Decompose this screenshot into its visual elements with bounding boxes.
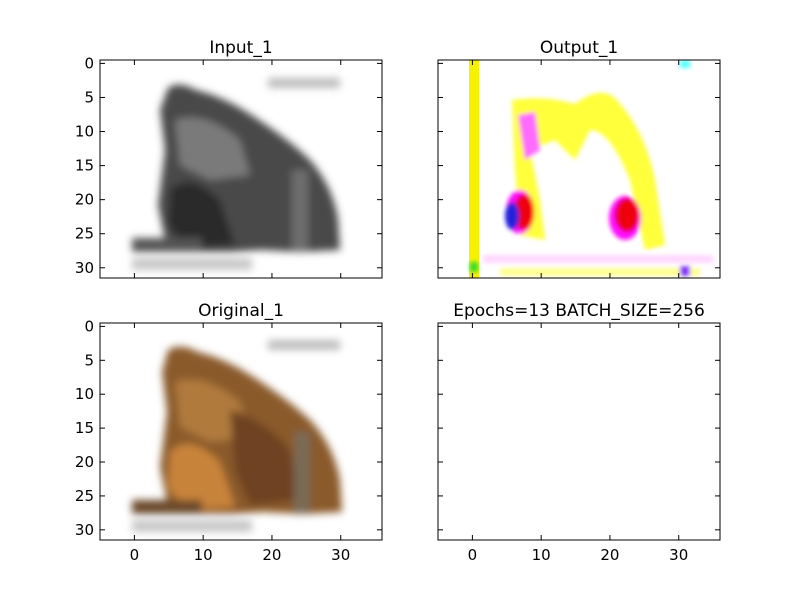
y-tick-label: 30: [75, 259, 94, 277]
panel-title: Epochs=13 BATCH_SIZE=256: [453, 301, 705, 321]
axes-1: [437, 59, 721, 279]
panel-output: Output_1: [438, 38, 720, 278]
axes-0: 0 5 10 15 20 25 30: [75, 54, 383, 279]
x-tick-label: 10: [194, 546, 213, 564]
x-tick-label: 20: [600, 546, 619, 564]
panel-title: Input_1: [209, 38, 272, 58]
x-tick-label: 10: [532, 546, 551, 564]
x-tick-label: 30: [669, 546, 688, 564]
panel-title: Output_1: [540, 38, 618, 58]
axes-frame: [437, 59, 721, 279]
x-tick-label: 0: [130, 546, 140, 564]
y-tick-label: 20: [75, 191, 94, 209]
input-image: [100, 60, 382, 278]
y-tick-label: 5: [84, 88, 94, 106]
panel-empty: Epochs=13 BATCH_SIZE=256: [438, 301, 720, 540]
y-tick-label: 15: [75, 157, 94, 175]
empty-plot-area: [438, 323, 720, 540]
y-tick-label: 5: [84, 351, 94, 369]
x-tick-label: 0: [468, 546, 478, 564]
original-image: [100, 323, 382, 540]
y-tick-label: 20: [75, 453, 94, 471]
panel-input: Input_1: [100, 38, 382, 278]
y-tick-label: 30: [75, 521, 94, 539]
axes-3: 0 10 20 30: [437, 322, 721, 564]
axes-frame: [437, 322, 721, 541]
axes-frame: [99, 59, 383, 279]
y-tick-label: 0: [84, 54, 94, 72]
y-tick-label: 15: [75, 419, 94, 437]
x-tick-label: 30: [331, 546, 350, 564]
axes-layer: 0 5 10 15 20 25 30 0 5 10 15 20 25 30 0 10 20 30 0 10 20 30: [75, 54, 721, 564]
axes-frame: [99, 322, 383, 541]
y-tick-label: 10: [75, 123, 94, 141]
y-tick-label: 10: [75, 385, 94, 403]
output-image: [438, 60, 720, 278]
y-tick-label: 25: [75, 225, 94, 243]
panel-original: Original_1: [100, 301, 382, 540]
x-tick-label: 20: [262, 546, 281, 564]
axes-2: 0 5 10 15 20 25 30 0 10 20 30: [75, 317, 383, 564]
y-tick-label: 25: [75, 487, 94, 505]
panel-title: Original_1: [198, 301, 284, 321]
y-tick-label: 0: [84, 317, 94, 335]
